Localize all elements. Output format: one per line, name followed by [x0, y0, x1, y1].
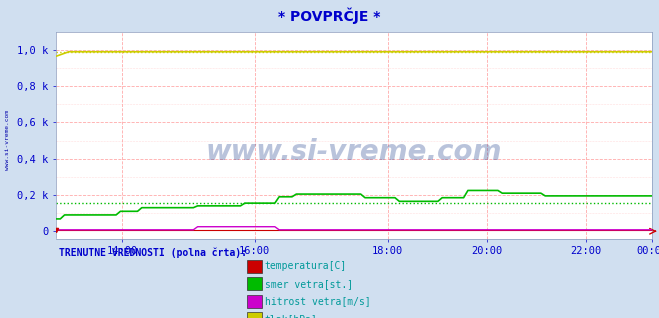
- Text: TRENUTNE VREDNOSTI (polna črta):: TRENUTNE VREDNOSTI (polna črta):: [59, 247, 247, 258]
- Text: smer vetra[st.]: smer vetra[st.]: [265, 279, 353, 289]
- Text: hitrost vetra[m/s]: hitrost vetra[m/s]: [265, 296, 370, 306]
- Text: temperatura[C]: temperatura[C]: [265, 261, 347, 271]
- Text: * POVPRČJE *: * POVPRČJE *: [278, 8, 381, 24]
- Text: tlak[hPa]: tlak[hPa]: [265, 314, 318, 318]
- Text: www.si-vreme.com: www.si-vreme.com: [206, 138, 502, 166]
- Text: www.si-vreme.com: www.si-vreme.com: [5, 110, 11, 170]
